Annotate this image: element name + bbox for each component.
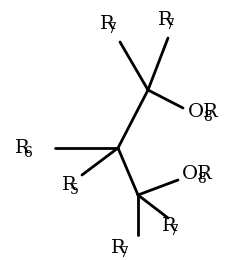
Text: R: R (62, 176, 77, 194)
Text: R: R (100, 15, 115, 33)
Text: 7: 7 (120, 246, 129, 260)
Text: 7: 7 (170, 224, 179, 238)
Text: R: R (158, 11, 173, 29)
Text: OR: OR (188, 103, 219, 121)
Text: R: R (15, 139, 30, 157)
Text: OR: OR (182, 165, 213, 183)
Text: R: R (111, 239, 125, 257)
Text: 7: 7 (108, 22, 117, 36)
Text: 6: 6 (23, 146, 31, 160)
Text: 8: 8 (204, 110, 212, 124)
Text: 5: 5 (70, 183, 79, 197)
Text: 7: 7 (166, 18, 175, 32)
Text: 8: 8 (197, 172, 206, 186)
Text: R: R (162, 217, 177, 235)
